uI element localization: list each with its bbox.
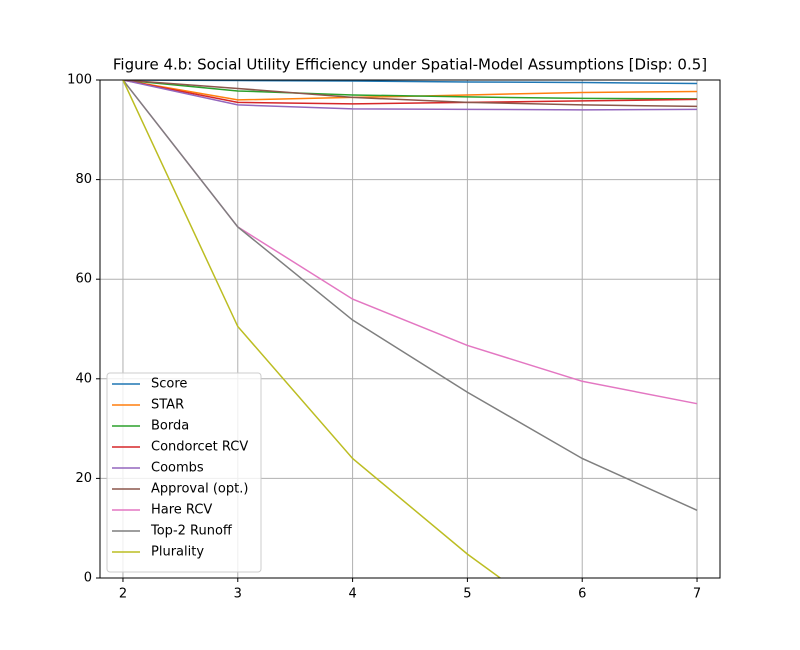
y-tick-label: 60: [75, 272, 92, 287]
x-tick-label: 5: [463, 587, 471, 602]
series-line: [122, 80, 502, 578]
x-tick-label: 7: [693, 587, 701, 602]
legend-label: Plurality: [151, 545, 204, 560]
series-line: [122, 80, 698, 511]
legend-label: Score: [151, 377, 187, 392]
legend-label: Borda: [151, 419, 189, 434]
plot-frame: [99, 79, 721, 579]
x-tick-label: 3: [234, 587, 242, 602]
legend-box: [106, 372, 262, 573]
legend-label: Condorcet RCV: [151, 440, 248, 455]
plot-lines: [122, 80, 698, 578]
y-tick-label: 20: [75, 471, 92, 486]
x-tick-label: 2: [119, 587, 127, 602]
series-line: [122, 80, 698, 108]
legend-label: Top-2 Runoff: [150, 524, 233, 539]
x-tick-label: 6: [578, 587, 586, 602]
series-line: [122, 80, 698, 100]
x-tick-label: 4: [348, 587, 356, 602]
legend-label: Hare RCV: [151, 503, 212, 518]
series-line: [122, 80, 698, 105]
y-tick-label: 40: [75, 371, 92, 386]
legend: Score STAR Borda Condorcet RCV Coombs Approva…: [106, 372, 262, 573]
legend-label: STAR: [151, 398, 184, 413]
chart-title: Figure 4.b: Social Utility Efficiency un…: [113, 56, 707, 74]
series-line: [122, 80, 698, 111]
y-tick-label: 100: [67, 73, 92, 88]
legend-label: Coombs: [151, 461, 204, 476]
axes: 2 3 4 5 6 7 0 20 40 60 80 100: [67, 73, 701, 602]
legend-label: Approval (opt.): [151, 482, 248, 497]
y-tick-label: 0: [84, 571, 92, 586]
y-tick-label: 80: [75, 172, 92, 187]
